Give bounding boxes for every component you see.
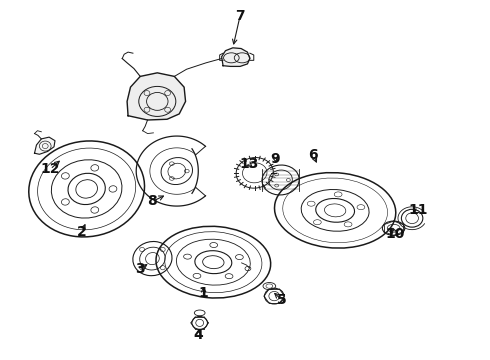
Polygon shape <box>127 73 186 120</box>
Polygon shape <box>34 137 55 154</box>
Text: 6: 6 <box>308 148 318 162</box>
Text: 1: 1 <box>199 285 208 300</box>
Text: 12: 12 <box>40 162 60 176</box>
Text: 3: 3 <box>135 262 145 276</box>
Polygon shape <box>221 48 250 66</box>
Text: 5: 5 <box>277 293 287 307</box>
Text: 4: 4 <box>194 328 203 342</box>
Text: 13: 13 <box>239 157 259 171</box>
Text: 11: 11 <box>408 203 428 217</box>
Text: 7: 7 <box>235 9 245 23</box>
Text: 8: 8 <box>147 194 157 208</box>
Text: 9: 9 <box>270 152 280 166</box>
Text: 2: 2 <box>77 225 87 239</box>
Text: 10: 10 <box>385 226 405 240</box>
